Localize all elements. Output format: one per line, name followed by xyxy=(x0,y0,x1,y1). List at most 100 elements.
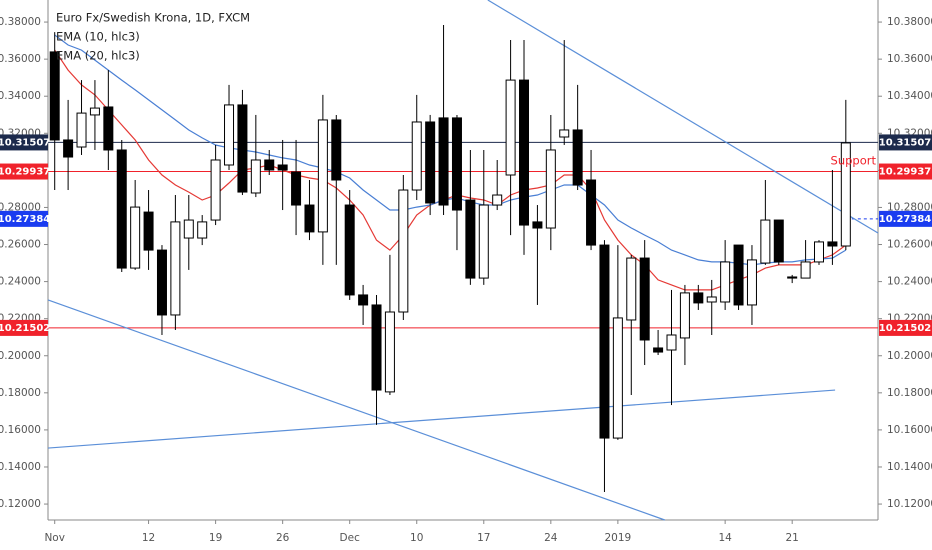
candle-body xyxy=(411,121,422,191)
candle-body xyxy=(371,304,382,391)
price-box xyxy=(879,134,932,151)
x-tick-label: 14 xyxy=(718,532,732,544)
candle-body xyxy=(438,117,449,206)
candle-body xyxy=(572,129,583,186)
y-tick-label: 10.14000 xyxy=(0,461,41,473)
y-tick-label: 10.12000 xyxy=(887,498,932,510)
y-tick-label: 10.12000 xyxy=(0,498,41,510)
candle-body xyxy=(746,259,757,306)
price-box xyxy=(0,319,48,336)
x-tick-label: Dec xyxy=(340,532,361,544)
candle-body xyxy=(532,221,543,229)
candle-body xyxy=(666,334,677,351)
candle-body xyxy=(331,119,342,181)
candle-body xyxy=(639,257,650,341)
candle-body xyxy=(787,276,798,279)
candle-body xyxy=(559,129,570,138)
y-tick-label: 10.18000 xyxy=(887,387,932,399)
price-box xyxy=(879,163,932,180)
candle-body xyxy=(344,204,355,296)
y-tick-label: 10.38000 xyxy=(887,16,932,28)
y-tick-label: 10.16000 xyxy=(0,424,41,436)
overlay: 10.31507 10.31507 10.29937 10.29937 10.27384… xyxy=(0,11,932,336)
y-tick-label: 10.20000 xyxy=(0,350,41,362)
y-tick-label: 10.26000 xyxy=(887,239,932,251)
candle-body xyxy=(143,211,154,251)
legend-title: Euro Fx/Swedish Krona, 1D, FXCM xyxy=(56,11,250,25)
candle-body xyxy=(827,241,838,247)
y-tick-label: 10.36000 xyxy=(0,53,41,65)
candle-body xyxy=(626,257,637,321)
y-tick-label: 10.24000 xyxy=(0,276,41,288)
candle-body xyxy=(800,261,811,279)
y-tick-label: 10.20000 xyxy=(887,350,932,362)
candle-body xyxy=(586,179,597,246)
legend-entry: EMA (20, hlc3) xyxy=(56,49,140,63)
y-tick-label: 10.34000 xyxy=(887,90,932,102)
candle-body xyxy=(89,107,100,116)
price-box xyxy=(879,319,932,336)
x-tick-label: 21 xyxy=(785,532,798,544)
candle-body xyxy=(384,311,395,393)
price-box xyxy=(0,163,48,180)
candle-body xyxy=(720,261,731,303)
candle-body xyxy=(183,219,194,239)
candle-body xyxy=(63,139,74,158)
price-label: 10.27384 xyxy=(879,214,932,225)
candle-body xyxy=(250,159,261,194)
candle-body xyxy=(693,292,704,304)
ema-line xyxy=(54,34,847,266)
price-label: 10.21502 xyxy=(879,323,932,334)
trendline xyxy=(47,389,836,449)
price-box xyxy=(0,134,48,151)
y-tick-label: 10.24000 xyxy=(887,276,932,288)
candle-body xyxy=(224,104,235,166)
candle-body xyxy=(291,171,302,206)
candle-body xyxy=(425,121,436,204)
x-tick-label: 12 xyxy=(142,532,155,544)
x-tick-label: 24 xyxy=(544,532,558,544)
y-tick-label: 10.34000 xyxy=(0,90,41,102)
candle-body xyxy=(519,79,530,226)
candle-body xyxy=(156,249,167,316)
candle-body xyxy=(653,347,664,353)
candle-body xyxy=(304,204,315,233)
candle-body xyxy=(116,149,127,269)
price-label: 10.27384 xyxy=(0,214,50,225)
ema-line xyxy=(54,49,847,291)
candle-body xyxy=(210,159,221,221)
candle-body xyxy=(277,164,288,171)
trendline xyxy=(47,299,666,521)
candle-body xyxy=(612,317,623,439)
candle-body xyxy=(237,104,248,193)
y-tick-label: 10.36000 xyxy=(887,53,932,65)
plot xyxy=(47,0,879,521)
candle-body xyxy=(679,292,690,339)
candle-body xyxy=(760,219,771,264)
candle-body xyxy=(545,149,556,229)
candle-body xyxy=(398,189,409,313)
y-tick-label: 10.38000 xyxy=(0,16,41,28)
candle-body xyxy=(49,51,60,141)
candle-body xyxy=(814,241,825,263)
price-box xyxy=(879,210,932,227)
x-tick-label: 17 xyxy=(477,532,490,544)
price-label: 10.31507 xyxy=(0,137,50,148)
candle-body xyxy=(264,159,275,171)
candle-body xyxy=(706,296,717,303)
x-tick-label: 19 xyxy=(209,532,222,544)
x-tick-label: Nov xyxy=(44,532,65,544)
candle-body xyxy=(492,194,503,206)
trendline xyxy=(487,0,879,234)
y-tick-label: 10.28000 xyxy=(0,201,41,213)
candle-body xyxy=(76,112,87,148)
y-tick-label: 10.14000 xyxy=(887,461,932,473)
candle-body xyxy=(478,204,489,279)
candle-body xyxy=(130,206,141,269)
y-tick-label: 10.28000 xyxy=(887,201,932,213)
candle-body xyxy=(505,79,516,176)
price-box xyxy=(0,210,48,227)
x-tick-label: 2019 xyxy=(605,532,632,544)
candle-body xyxy=(465,199,476,279)
